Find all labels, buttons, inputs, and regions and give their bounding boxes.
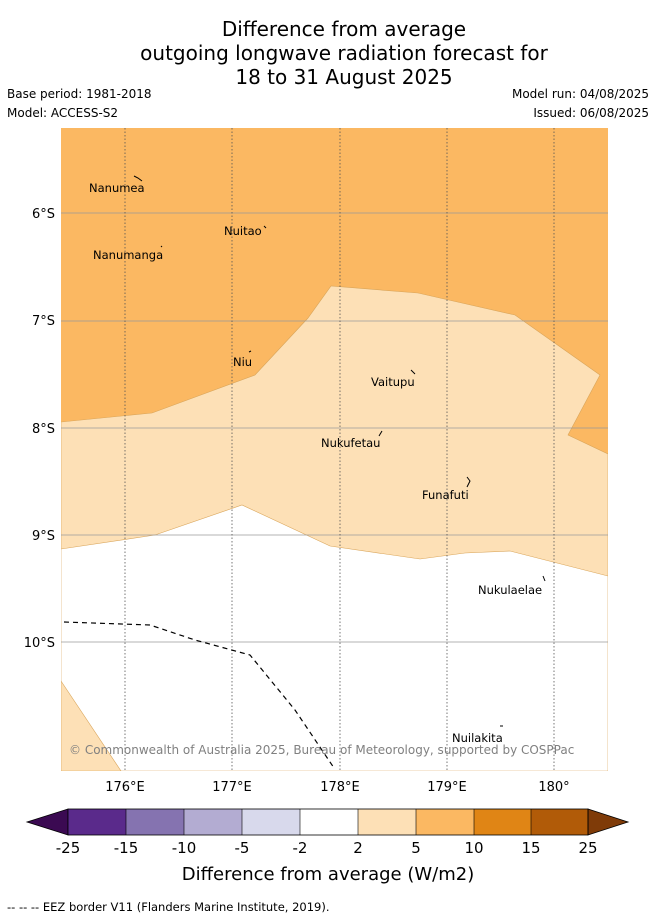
colorbar-tick: -2	[293, 839, 308, 857]
eez-legend: -- -- -- EEZ border V11 (Flanders Marine…	[7, 900, 330, 914]
colorbar-tick: 10	[464, 839, 483, 857]
eez-legend-symbol: -- -- --	[7, 900, 40, 914]
colorbar-segment	[126, 809, 184, 835]
island-vaitupu	[410, 369, 416, 375]
eez-border-line	[63, 621, 335, 769]
place-label-nukufetau: Nukufetau	[321, 436, 380, 450]
latitude-tick-labels: 6°S 7°S 8°S 9°S 10°S	[24, 207, 55, 651]
latitude-gridlines	[61, 212, 608, 643]
title-line-2: outgoing longwave radiation forecast for	[140, 41, 548, 65]
place-label-funafuti: Funafuti	[422, 488, 469, 502]
colorbar-extend-low	[25, 808, 69, 836]
model-label: Model: ACCESS-S2	[7, 106, 119, 120]
colorbar-segment	[531, 809, 588, 835]
island-nanumea	[133, 175, 143, 182]
title-line-3: 18 to 31 August 2025	[235, 65, 453, 89]
place-label-nukulaelae: Nukulaelae	[478, 583, 542, 597]
colorbar-segment	[242, 809, 300, 835]
island-nuitao	[263, 225, 267, 229]
colorbar-dividers	[125, 809, 532, 835]
lon-label: 180°	[538, 780, 569, 795]
island-nukufetau	[378, 430, 383, 437]
colorbar: -25 -15 -10 -5 -2 2 5 10 15 25 Differenc…	[25, 808, 630, 885]
colorbar-segment	[184, 809, 242, 835]
place-label-nuitao: Nuitao	[224, 224, 262, 238]
colorbar-label: Difference from average (W/m2)	[182, 864, 474, 885]
island-niu	[248, 350, 252, 353]
lat-label: 9°S	[32, 529, 55, 544]
longitude-tick-labels: 176°E 177°E 178°E 179°E 180°	[105, 780, 569, 795]
island-nukulaelae	[542, 575, 546, 582]
colorbar-tick: 5	[411, 839, 421, 857]
title-line-1: Difference from average	[221, 17, 467, 41]
colorbar-tick: 2	[353, 839, 363, 857]
colorbar-segment	[68, 809, 126, 835]
colorbar-frame	[67, 808, 589, 836]
region-neutral	[61, 504, 608, 771]
place-label-vaitupu: Vaitupu	[371, 375, 415, 389]
colorbar-tick: 15	[521, 839, 540, 857]
issued-label: Issued: 06/08/2025	[533, 106, 649, 120]
region-above-2-5-southwest	[61, 680, 122, 771]
lat-label: 6°S	[32, 207, 55, 222]
colorbar-segment	[474, 809, 531, 835]
longitude-gridlines	[124, 128, 555, 771]
place-labels: Nanumea Nuitao Nanumanga Niu Vaitupu Nuk…	[89, 181, 542, 745]
eez-legend-text: EEZ border V11 (Flanders Marine Institut…	[42, 900, 330, 914]
colorbar-segment	[300, 809, 358, 835]
island-funafuti	[466, 476, 471, 488]
island-outlines	[133, 175, 546, 727]
lat-label: 7°S	[32, 314, 55, 329]
place-label-nanumanga: Nanumanga	[93, 248, 163, 262]
island-nanumanga	[160, 245, 163, 248]
colorbar-extend-high	[587, 808, 630, 836]
colorbar-segment	[358, 809, 416, 835]
lon-label: 179°E	[427, 780, 467, 795]
map-area: Nanumea Nuitao Nanumanga Niu Vaitupu Nuk…	[61, 128, 608, 771]
colorbar-tick: 25	[578, 839, 597, 857]
lon-label: 177°E	[212, 780, 252, 795]
colorbar-tick: -5	[235, 839, 250, 857]
colorbar-segment	[416, 809, 474, 835]
lon-label: 178°E	[320, 780, 360, 795]
colorbar-tick: -15	[114, 839, 139, 857]
lat-label: 10°S	[24, 636, 55, 651]
lon-label: 176°E	[105, 780, 145, 795]
chart-title: Difference from average outgoing longwav…	[0, 17, 655, 89]
model-run-label: Model run: 04/08/2025	[511, 87, 649, 101]
place-label-nanumea: Nanumea	[89, 181, 145, 195]
place-label-nuilakita: Nuilakita	[452, 731, 503, 745]
base-period-label: Base period: 1981-2018	[7, 87, 152, 101]
lat-label: 8°S	[32, 422, 55, 437]
colorbar-tick-labels: -25 -15 -10 -5 -2 2 5 10 15 25	[56, 839, 598, 857]
place-label-niu: Niu	[233, 355, 252, 369]
colorbar-tick: -25	[56, 839, 81, 857]
colorbar-tick: -10	[172, 839, 197, 857]
copyright-notice: © Commonwealth of Australia 2025, Bureau…	[69, 743, 574, 757]
